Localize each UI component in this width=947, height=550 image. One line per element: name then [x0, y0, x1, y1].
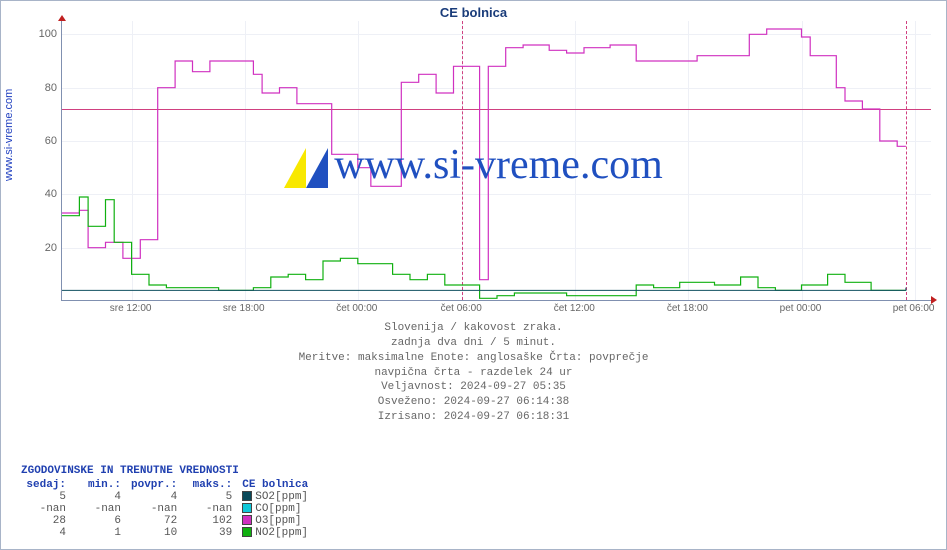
subtitle-line: Veljavnost: 2024-09-27 05:35 [1, 380, 946, 395]
table-cell: 10 [131, 527, 187, 539]
table-cell: 4 [21, 527, 76, 539]
table-cell: 28 [21, 515, 76, 527]
xtick-label: čet 18:00 [667, 303, 708, 314]
table-cell: 4 [131, 491, 187, 503]
xtick-label: čet 12:00 [554, 303, 595, 314]
values-table: ZGODOVINSKE IN TRENUTNE VREDNOSTI sedaj:… [21, 465, 318, 539]
legend-swatch-icon [242, 515, 252, 525]
subtitle-line: Izrisano: 2024-09-27 06:18:31 [1, 410, 946, 425]
table-header: CE bolnica [242, 479, 318, 491]
subtitle-line: navpična črta - razdelek 24 ur [1, 366, 946, 381]
table-row: 5445SO2[ppm] [21, 491, 318, 503]
table-header: maks.: [187, 479, 242, 491]
table-header: min.: [76, 479, 131, 491]
series-svg [62, 21, 932, 301]
table-cell: -nan [76, 503, 131, 515]
xtick-label: pet 06:00 [893, 303, 935, 314]
table-cell: 6 [76, 515, 131, 527]
values-table-title: ZGODOVINSKE IN TRENUTNE VREDNOSTI [21, 465, 318, 477]
table-row: -nan-nan-nan-nanCO[ppm] [21, 503, 318, 515]
subtitle-line: Meritve: maksimalne Enote: anglosaške Čr… [1, 351, 946, 366]
xtick-label: čet 06:00 [441, 303, 482, 314]
legend-swatch-icon [242, 527, 252, 537]
ytick-label: 80 [31, 82, 57, 94]
table-cell: -nan [187, 503, 242, 515]
legend-label: O3[ppm] [255, 515, 301, 527]
table-header: povpr.: [131, 479, 187, 491]
xtick-label: sre 18:00 [223, 303, 265, 314]
ytick-label: 40 [31, 188, 57, 200]
table-cell: 72 [131, 515, 187, 527]
subtitle-line: zadnja dva dni / 5 minut. [1, 336, 946, 351]
legend-cell: O3[ppm] [242, 515, 318, 527]
plot-area [61, 21, 931, 301]
table-row: 411039 NO2[ppm] [21, 527, 318, 539]
y-axis-source-label: www.si-vreme.com [3, 89, 15, 181]
chart-title: CE bolnica [1, 5, 946, 20]
xtick-label: pet 00:00 [780, 303, 822, 314]
xtick-label: čet 00:00 [336, 303, 377, 314]
legend-label: NO2[ppm] [255, 527, 308, 539]
subtitle-line: Slovenija / kakovost zraka. [1, 321, 946, 336]
legend-swatch-icon [242, 503, 252, 513]
legend-cell: NO2[ppm] [242, 527, 318, 539]
series-NO2 [62, 197, 906, 298]
subtitle-block: Slovenija / kakovost zraka.zadnja dva dn… [1, 321, 946, 425]
ytick-label: 60 [31, 135, 57, 147]
table-cell: 5 [21, 491, 76, 503]
legend-cell: SO2[ppm] [242, 491, 318, 503]
xtick-label: sre 12:00 [110, 303, 152, 314]
table-cell: 5 [187, 491, 242, 503]
legend-cell: CO[ppm] [242, 503, 318, 515]
table-cell: 102 [187, 515, 242, 527]
ytick-label: 20 [31, 242, 57, 254]
series-O3 [62, 29, 906, 280]
table-row: 28672102 O3[ppm] [21, 515, 318, 527]
ytick-label: 100 [31, 28, 57, 40]
table-cell: -nan [131, 503, 187, 515]
chart-frame: www.si-vreme.com CE bolnica www.si-vreme… [0, 0, 947, 550]
table-cell: 1 [76, 527, 131, 539]
legend-label: CO[ppm] [255, 503, 301, 515]
legend-label: SO2[ppm] [255, 491, 308, 503]
table-header: sedaj: [21, 479, 76, 491]
table-cell: -nan [21, 503, 76, 515]
table-cell: 39 [187, 527, 242, 539]
legend-swatch-icon [242, 491, 252, 501]
subtitle-line: Osveženo: 2024-09-27 06:14:38 [1, 395, 946, 410]
table-cell: 4 [76, 491, 131, 503]
